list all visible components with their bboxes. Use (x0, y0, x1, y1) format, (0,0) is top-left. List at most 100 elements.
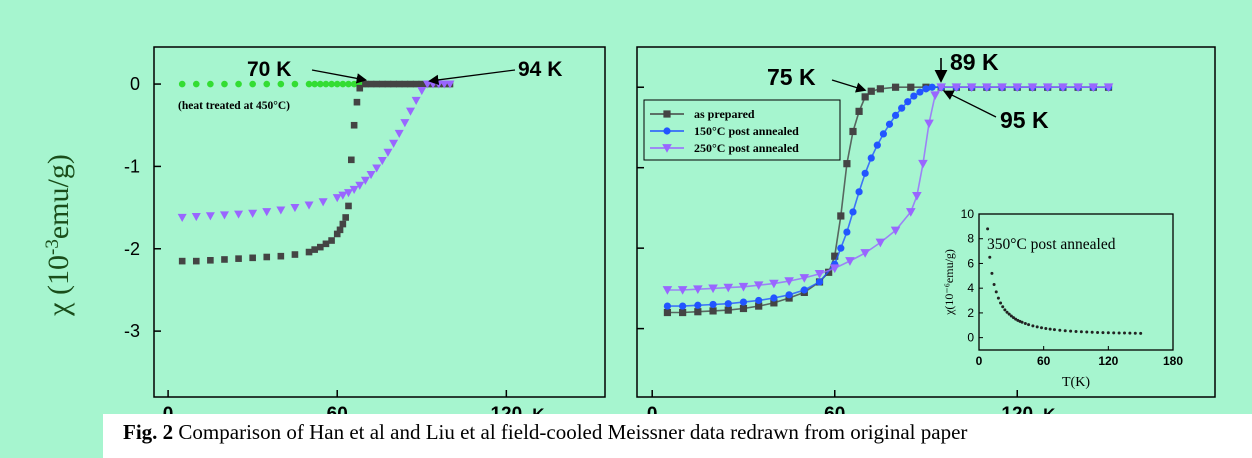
right-series-2-point (912, 192, 922, 201)
inset-point (1003, 308, 1007, 312)
inset-y-tick-label: 8 (967, 232, 974, 246)
right-series-1-point (898, 104, 906, 112)
inset-point (1063, 329, 1067, 333)
right-series-0-point (861, 93, 869, 101)
annotation-75k: 75 K (767, 64, 816, 90)
left-series-0-point (322, 80, 330, 88)
right-series-1-point (815, 278, 824, 286)
left-series-1-point (350, 121, 358, 129)
left-series-0-point (277, 80, 285, 88)
left-series-2-point (304, 201, 314, 210)
right-series-0-point (770, 299, 778, 307)
left-series-1-point (249, 254, 256, 262)
legend-marker-2 (662, 144, 672, 153)
inset-point (1123, 331, 1126, 335)
right-series-2-point (1058, 83, 1068, 93)
left-series-1-point (178, 257, 186, 265)
left-series-2-point (417, 87, 427, 96)
left-series-1-point (390, 80, 397, 88)
left-y-tick-label: -3 (124, 321, 140, 341)
right-series-2-point (753, 281, 764, 290)
left-series-2-point (332, 194, 342, 203)
left-series-2-point (177, 213, 187, 222)
right-series-0-point (709, 307, 717, 315)
left-series-1-point (362, 80, 369, 88)
right-series-2-point (918, 159, 928, 169)
right-series-2-point (708, 284, 718, 294)
left-series-0-point (192, 80, 200, 88)
inset-x-axis-title: T(K) (1062, 375, 1090, 390)
inset-point (1112, 331, 1116, 335)
annotation-94k-arrow (428, 69, 516, 86)
right-series-1-point (755, 296, 763, 305)
right-series-1-point (867, 154, 875, 162)
left-series-1-point (356, 84, 364, 92)
left-series-0-point (263, 80, 271, 88)
right-series-2-point (799, 274, 810, 283)
inset-point (1101, 331, 1105, 335)
right-series-2-point (662, 286, 673, 295)
left-series-0-point (345, 80, 352, 88)
inset-x-tick-label: 60 (1037, 354, 1051, 368)
inset-point (1052, 328, 1056, 332)
right-series-1-point (770, 294, 778, 302)
inset-point (1005, 310, 1009, 314)
right-series-2-point (677, 286, 688, 295)
right-series-1-point (694, 301, 702, 309)
right-series-2-point (936, 83, 947, 93)
left-series-2-point (394, 129, 404, 138)
caption-text: Comparison of Han et al and Liu et al fi… (178, 420, 968, 444)
right-series-2-point (738, 282, 749, 292)
right-series-2-point (1073, 83, 1083, 93)
left-series-2-point (372, 164, 382, 173)
left-series-0-point (350, 80, 358, 88)
inset-frame (978, 213, 1174, 351)
left-series-1-point (345, 202, 352, 210)
right-series-1-point (679, 302, 687, 310)
legend-label-2: 250°C post annealed (694, 141, 799, 155)
inset-point (986, 227, 990, 231)
left-series-2-point (276, 206, 286, 215)
left-series-2-point (191, 213, 201, 222)
left-series-2-point (248, 209, 258, 218)
inset-point (1090, 330, 1094, 334)
left-series-1-point (277, 252, 285, 260)
inset-point (1031, 324, 1035, 328)
right-series-1-point (843, 228, 851, 236)
left-series-1-point (263, 253, 271, 261)
inset-y-tick-label: 4 (967, 281, 974, 295)
right-series-1-point (837, 244, 845, 252)
right-series-0-point (755, 302, 763, 310)
inset-point (1069, 329, 1073, 333)
left-series-1-point (401, 80, 409, 88)
right-series-1-point (873, 141, 881, 149)
left-series-1-point (379, 80, 386, 88)
left-series-1-point (339, 220, 347, 228)
left-series-2-point (383, 148, 393, 157)
left-series-2-point (338, 191, 348, 200)
left-series-1-point (407, 80, 414, 88)
left-series-1-point (367, 80, 375, 88)
left-series-2-point (411, 96, 421, 106)
right-series-1-point (861, 169, 869, 177)
right-series-1-point (785, 291, 793, 299)
left-series-1-point (348, 156, 355, 164)
right-series-0-point (831, 252, 839, 260)
right-series-0-point (843, 160, 851, 168)
left-series-1-point (322, 240, 330, 248)
right-series-2-point (1088, 83, 1099, 93)
left-series-2-point (219, 211, 229, 220)
left-series-0-point (305, 80, 313, 88)
left-series-2-point (355, 181, 365, 190)
caption-label: Fig. 2 (123, 420, 174, 444)
inset-point (1139, 331, 1143, 335)
inset-point (1085, 330, 1089, 334)
left-series-1-point (418, 80, 426, 88)
right-series-0-point (891, 83, 900, 91)
figure-caption: Fig. 2 Comparison of Han et al and Liu e… (103, 414, 1252, 458)
right-series-2-point (845, 257, 855, 266)
annotation-70k-arrow (311, 69, 368, 84)
inset-y-tick-label: 6 (967, 256, 974, 270)
left-series-2-point (262, 208, 272, 217)
